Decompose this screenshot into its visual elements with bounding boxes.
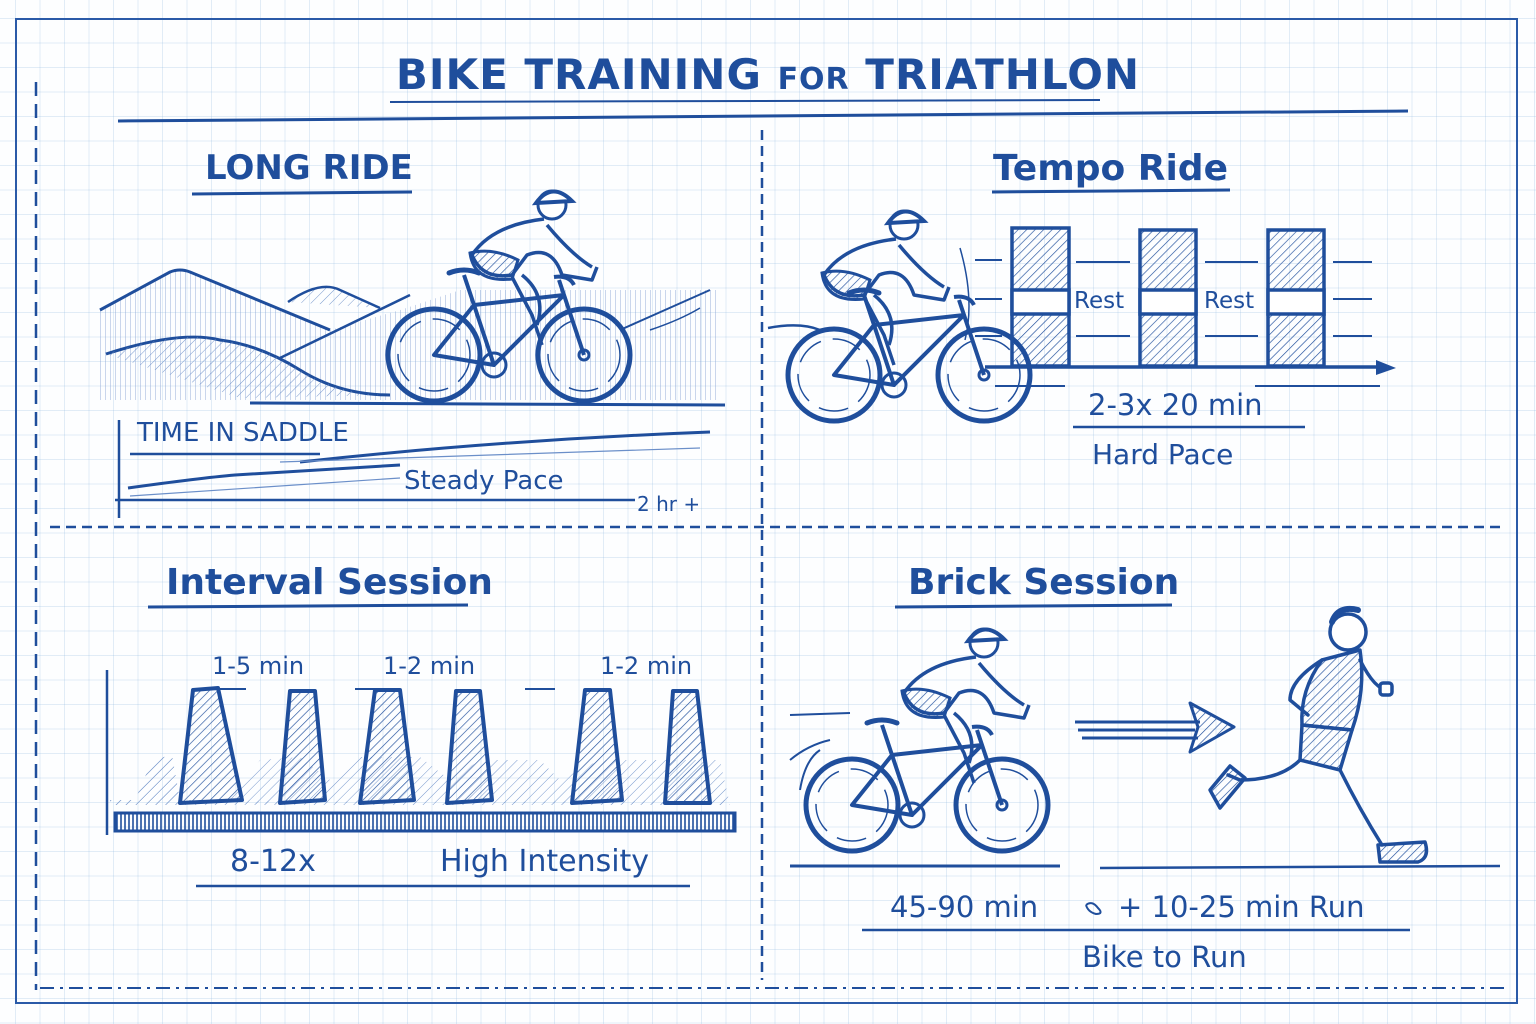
time-in-saddle-label: TIME IN SADDLE xyxy=(137,418,349,448)
interval-label-1: 1-5 min xyxy=(212,652,305,680)
tempo-blocks-chart xyxy=(975,226,1396,429)
tempo-intensity-label: Hard Pace xyxy=(1092,438,1234,471)
long-ride-duration-label: 2 hr + xyxy=(637,492,701,516)
brick-transition-label: Bike to Run xyxy=(1082,940,1247,974)
interval-reps-label: 8-12x xyxy=(230,844,316,879)
interval-label-3: 1-2 min xyxy=(600,652,693,680)
title-connector: for xyxy=(777,62,850,97)
bike-to-run-arrow-icon xyxy=(1075,701,1236,754)
rolling-hills-icon xyxy=(99,268,726,407)
runner-icon xyxy=(1208,605,1429,864)
interval-peaks-chart xyxy=(105,670,737,888)
tempo-rest-label-2: Rest xyxy=(1204,288,1255,314)
time-in-saddle-chart xyxy=(115,420,711,518)
interval-label-2: 1-2 min xyxy=(383,652,476,680)
long-ride-heading: LONG RIDE xyxy=(205,148,413,188)
steady-pace-label: Steady Pace xyxy=(404,466,564,496)
outer-frame xyxy=(15,18,1518,1004)
tempo-rest-label-1: Rest xyxy=(1074,288,1125,314)
title-underline xyxy=(117,109,1409,123)
tempo-ride-cyclist-icon xyxy=(788,209,1030,421)
brick-cyclist-icon xyxy=(806,627,1048,851)
link-doodle-icon xyxy=(1085,902,1102,916)
tempo-duration-label: 2-3x 20 min xyxy=(1088,388,1263,422)
arrow-right-icon xyxy=(1376,360,1396,375)
brick-run-duration-label: + 10-25 min Run xyxy=(1118,890,1365,924)
brick-bike-duration-label: 45-90 min xyxy=(890,890,1039,924)
page-title: Bike Training for Triathlon xyxy=(0,50,1536,99)
brick-session-heading: Brick Session xyxy=(908,562,1180,603)
title-word-1: Bike Training xyxy=(395,50,762,99)
interval-session-heading: Interval Session xyxy=(166,562,493,603)
title-word-2: Triathlon xyxy=(865,50,1141,99)
interval-intensity-label: High Intensity xyxy=(440,844,650,879)
tempo-ride-heading: Tempo Ride xyxy=(993,148,1228,189)
